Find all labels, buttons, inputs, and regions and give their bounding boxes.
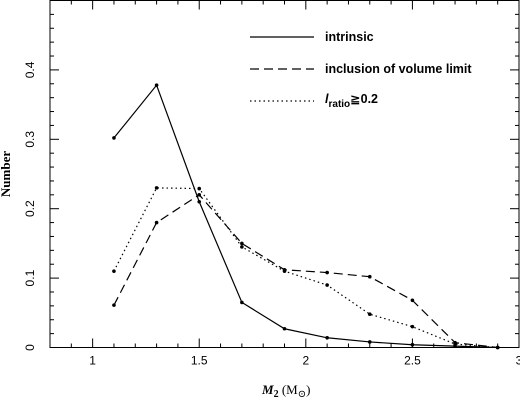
data-point-intrinsic: [154, 83, 159, 87]
series-line-volume-limit: [113, 194, 498, 349]
data-point-volume-limit: [367, 274, 372, 279]
data-point-volume-limit: [325, 270, 329, 275]
y-tick-label: 0.4: [23, 61, 37, 78]
data-point-lratio: [154, 186, 159, 190]
axis-ticks: [49, 0, 520, 348]
series-line-lratio: [113, 187, 498, 349]
x-axis-label-unit-close: ): [306, 382, 310, 397]
legend-lratio-sub: ratio: [328, 99, 350, 110]
data-point-lratio: [282, 269, 287, 273]
data-point-lratio: [367, 312, 372, 316]
data-point-lratio: [453, 342, 457, 346]
x-tick-label: 3: [516, 354, 520, 368]
data-point-intrinsic: [410, 342, 415, 347]
data-point-volume-limit: [410, 298, 415, 303]
plot-frame: [49, 0, 520, 348]
x-tick-label: 1.5: [191, 354, 208, 368]
x-tick-label: 1: [89, 354, 96, 368]
data-point-lratio: [325, 283, 329, 287]
y-tick-label: 0.3: [23, 131, 37, 148]
data-point-intrinsic: [282, 326, 287, 331]
x-axis-label-unit-open: (M: [279, 382, 299, 397]
x-tick-label: 2: [302, 354, 309, 368]
y-tick-label: 0.1: [23, 269, 37, 286]
y-tick-label: 0.2: [23, 200, 37, 217]
series-line-intrinsic: [113, 83, 498, 349]
data-point-lratio: [197, 186, 202, 191]
legend-label-lratio: lratio≧0.2: [325, 92, 378, 110]
data-point-volume-limit: [154, 220, 159, 225]
data-point-lratio: [410, 324, 415, 329]
x-axis-label-main: M: [261, 382, 274, 397]
x-tick-label: 2.5: [404, 354, 421, 368]
legend-label-intrinsic: intrinsic: [325, 30, 374, 44]
data-point-lratio: [240, 245, 244, 249]
y-axis-label: Number: [0, 151, 13, 197]
y-tick-label: 0: [23, 344, 37, 351]
legend-lratio-rest: ≧0.2: [350, 92, 378, 106]
data-point-volume-limit: [197, 193, 202, 197]
x-axis-label-sub: 2: [274, 389, 279, 400]
x-axis-label: M2 (M⊙): [261, 382, 310, 400]
legend-lratio-main: l: [325, 92, 329, 106]
series-lines: [113, 83, 498, 349]
data-point-intrinsic: [367, 340, 372, 344]
legend-label-volume-limit: inclusion of volume limit: [325, 62, 472, 76]
data-point-intrinsic: [240, 300, 244, 305]
data-point-intrinsic: [325, 335, 329, 340]
x-axis-label-unit-sub: ⊙: [298, 389, 306, 400]
data-point-intrinsic: [112, 136, 116, 140]
series-points: [112, 83, 500, 350]
data-point-volume-limit: [240, 241, 244, 246]
data-point-volume-limit: [112, 303, 116, 307]
data-point-lratio: [112, 269, 116, 273]
data-point-lratio: [495, 345, 500, 350]
data-point-intrinsic: [197, 199, 202, 204]
axis-tick-labels: 1 1.5 2 2.5 3 0 0.1 0.2 0.3 0.4: [23, 61, 520, 367]
legend: intrinsic inclusion of volume limit lrat…: [250, 30, 472, 110]
